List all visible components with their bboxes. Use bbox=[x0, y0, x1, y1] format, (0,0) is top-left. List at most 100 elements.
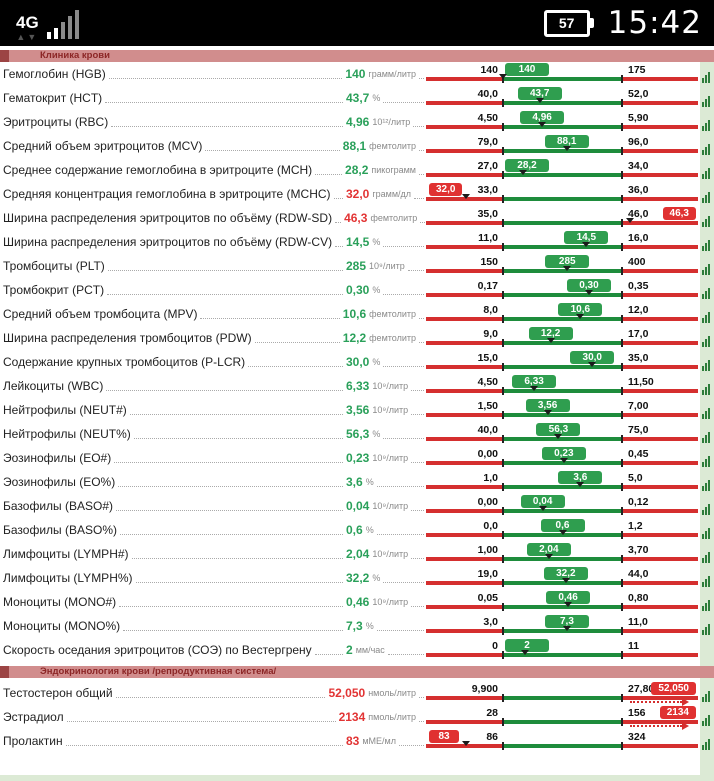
history-chart-icon[interactable] bbox=[702, 168, 710, 179]
value-group: 0,46 10⁹/литр bbox=[346, 595, 426, 609]
range-line bbox=[426, 485, 698, 489]
history-chart-icon[interactable] bbox=[702, 739, 710, 750]
history-chart-icon[interactable] bbox=[702, 240, 710, 251]
value-group: 43,7 % bbox=[346, 91, 426, 105]
test-result-row[interactable]: Тестостерон общий 52,050 нмоль/литр 9,90… bbox=[0, 681, 714, 706]
range-min-label: 4,50 bbox=[477, 112, 498, 124]
right-scroll-strip[interactable] bbox=[700, 54, 714, 781]
history-chart-icon[interactable] bbox=[702, 600, 710, 611]
test-result-row[interactable]: Ширина распределения эритроцитов по объё… bbox=[0, 206, 714, 230]
history-chart-icon[interactable] bbox=[702, 691, 710, 702]
row-label-area: Нейтрофилы (NEUT#) 3,56 10⁹/литр bbox=[3, 403, 426, 417]
test-result-row[interactable]: Ширина распределения эритроцитов по объё… bbox=[0, 230, 714, 254]
row-label-area: Моноциты (MONO#) 0,46 10⁹/литр bbox=[3, 595, 426, 609]
test-result-row[interactable]: Моноциты (MONO#) 0,46 10⁹/литр 0,05 0,80… bbox=[0, 590, 714, 614]
test-unit: грамм/дл bbox=[372, 189, 412, 199]
row-icon-cell bbox=[698, 182, 714, 206]
test-result-row[interactable]: Скорость оседания эритроцитов (СОЭ) по В… bbox=[0, 638, 714, 662]
range-min-label: 15,0 bbox=[477, 352, 498, 364]
test-result-row[interactable]: Тромбокрит (PCT) 0,30 % 0,17 0,35 0,30 bbox=[0, 278, 714, 302]
history-chart-icon[interactable] bbox=[702, 120, 710, 131]
history-chart-icon[interactable] bbox=[702, 288, 710, 299]
value-pointer-icon bbox=[499, 74, 507, 79]
test-name: Среднее содержание гемоглобина в эритроц… bbox=[3, 163, 313, 177]
range-line bbox=[426, 605, 698, 609]
test-name: Тестостерон общий bbox=[3, 686, 113, 700]
history-chart-icon[interactable] bbox=[702, 624, 710, 635]
history-chart-icon[interactable] bbox=[702, 384, 710, 395]
test-result-row[interactable]: Ширина распределения тромбоцитов (PDW) 1… bbox=[0, 326, 714, 350]
test-value: 83 bbox=[346, 734, 360, 748]
history-chart-icon[interactable] bbox=[702, 216, 710, 227]
history-chart-icon[interactable] bbox=[702, 480, 710, 491]
range-max-label: 175 bbox=[628, 64, 646, 76]
test-result-row[interactable]: Эозинофилы (EO#) 0,23 10⁹/литр 0,00 0,45… bbox=[0, 446, 714, 470]
range-max-label: 11,0 bbox=[628, 616, 648, 628]
history-chart-icon[interactable] bbox=[702, 96, 710, 107]
dot-leader bbox=[133, 437, 343, 439]
row-label-area: Средняя концентрация гемоглобина в эритр… bbox=[3, 187, 426, 201]
test-result-row[interactable]: Средняя концентрация гемоглобина в эритр… bbox=[0, 182, 714, 206]
test-unit: фемтолитр bbox=[369, 141, 416, 151]
test-result-row[interactable]: Тромбоциты (PLT) 285 10⁹/литр 150 400 28… bbox=[0, 254, 714, 278]
range-line bbox=[426, 744, 698, 748]
range-max-tick bbox=[621, 483, 623, 491]
test-result-row[interactable]: Пролактин 83 мМЕ/мл 86 324 83 bbox=[0, 729, 714, 753]
normal-range-segment bbox=[503, 461, 622, 465]
history-chart-icon[interactable] bbox=[702, 192, 710, 203]
test-result-row[interactable]: Моноциты (MONO%) 7,3 % 3,0 11,0 7,3 bbox=[0, 614, 714, 638]
test-result-row[interactable]: Содержание крупных тромбоцитов (P-LCR) 3… bbox=[0, 350, 714, 374]
test-result-row[interactable]: Нейтрофилы (NEUT#) 3,56 10⁹/литр 1,50 7,… bbox=[0, 398, 714, 422]
history-chart-icon[interactable] bbox=[702, 528, 710, 539]
normal-range-segment bbox=[503, 221, 622, 225]
value-pointer-icon bbox=[520, 650, 529, 655]
test-result-row[interactable]: Лимфоциты (LYMPH%) 32,2 % 19,0 44,0 32,2 bbox=[0, 566, 714, 590]
section-rows: Гемоглобин (HGB) 140 грамм/литр 140 175 … bbox=[0, 62, 714, 662]
range-line bbox=[426, 341, 698, 345]
test-name: Базофилы (BASO#) bbox=[3, 499, 114, 513]
history-chart-icon[interactable] bbox=[702, 504, 710, 515]
test-name: Ширина распределения эритроцитов по объё… bbox=[3, 211, 333, 225]
test-result-row[interactable]: Эстрадиол 2134 пмоль/литр 28 156 2134 bbox=[0, 705, 714, 730]
test-result-row[interactable]: Эритроциты (RBC) 4,96 10¹²/литр 4,50 5,9… bbox=[0, 110, 714, 134]
dot-leader bbox=[248, 365, 343, 367]
history-chart-icon[interactable] bbox=[702, 715, 710, 726]
history-chart-icon[interactable] bbox=[702, 144, 710, 155]
test-result-row[interactable]: Гематокрит (HCT) 43,7 % 40,0 52,0 43,7 bbox=[0, 86, 714, 110]
history-chart-icon[interactable] bbox=[702, 576, 710, 587]
history-chart-icon[interactable] bbox=[702, 456, 710, 467]
value-pointer-icon bbox=[558, 530, 567, 535]
history-chart-icon[interactable] bbox=[702, 264, 710, 275]
test-result-row[interactable]: Нейтрофилы (NEUT%) 56,3 % 40,0 75,0 56,3 bbox=[0, 422, 714, 446]
range-max-label: 52,0 bbox=[628, 88, 649, 100]
history-chart-icon[interactable] bbox=[702, 408, 710, 419]
history-chart-icon[interactable] bbox=[702, 312, 710, 323]
value-group: 7,3 % bbox=[346, 619, 426, 633]
test-unit: 10⁹/литр bbox=[372, 597, 409, 607]
range-min-tick bbox=[502, 483, 504, 491]
test-result-row[interactable]: Среднее содержание гемоглобина в эритроц… bbox=[0, 158, 714, 182]
range-min-tick bbox=[502, 75, 504, 83]
test-result-row[interactable]: Базофилы (BASO%) 0,6 % 0,0 1,2 0,6 bbox=[0, 518, 714, 542]
history-chart-icon[interactable] bbox=[702, 336, 710, 347]
value-pointer-icon bbox=[554, 434, 563, 439]
history-chart-icon[interactable] bbox=[702, 432, 710, 443]
range-min-tick bbox=[502, 339, 504, 347]
section: Эндокринология крови /репродуктивная сис… bbox=[0, 666, 714, 753]
test-result-row[interactable]: Лимфоциты (LYMPH#) 2,04 10⁹/литр 1,00 3,… bbox=[0, 542, 714, 566]
dot-leader-trail bbox=[411, 389, 424, 391]
dot-leader-trail bbox=[383, 581, 424, 583]
test-result-row[interactable]: Средний объем тромбоцита (MPV) 10,6 фемт… bbox=[0, 302, 714, 326]
test-name: Гематокрит (HCT) bbox=[3, 91, 103, 105]
test-result-row[interactable]: Базофилы (BASO#) 0,04 10⁹/литр 0,00 0,12… bbox=[0, 494, 714, 518]
range-line bbox=[426, 173, 698, 177]
history-chart-icon[interactable] bbox=[702, 552, 710, 563]
test-result-row[interactable]: Эозинофилы (EO%) 3,6 % 1,0 5,0 3,6 bbox=[0, 470, 714, 494]
test-result-row[interactable]: Лейкоциты (WBC) 6,33 10⁹/литр 4,50 11,50… bbox=[0, 374, 714, 398]
test-result-row[interactable]: Гемоглобин (HGB) 140 грамм/литр 140 175 … bbox=[0, 62, 714, 86]
test-result-row[interactable]: Средний объем эритроцитов (MCV) 88,1 фем… bbox=[0, 134, 714, 158]
history-chart-icon[interactable] bbox=[702, 72, 710, 83]
row-label-area: Базофилы (BASO#) 0,04 10⁹/литр bbox=[3, 499, 426, 513]
history-chart-icon[interactable] bbox=[702, 360, 710, 371]
range-line bbox=[426, 269, 698, 273]
